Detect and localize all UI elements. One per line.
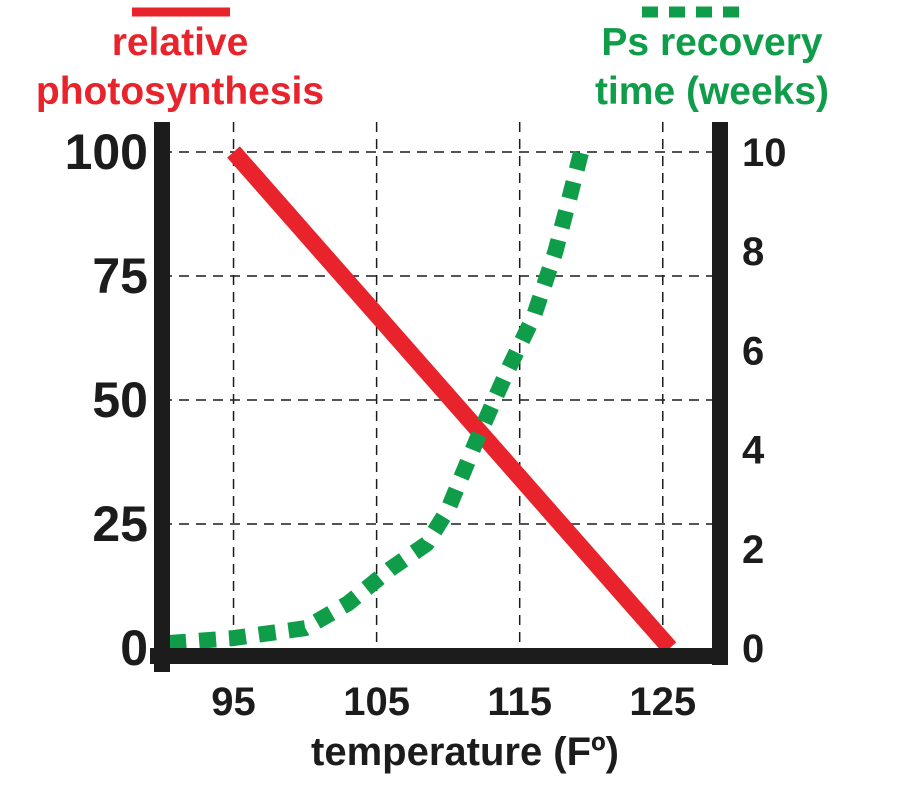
- y-right-tick-label: 2: [742, 528, 764, 572]
- x-tick-label: 95: [211, 680, 256, 724]
- legend-photosynthesis: relative photosynthesis: [36, 7, 324, 113]
- legend-label-photosynthesis-line1: relative: [112, 21, 249, 64]
- y-right-tick-label: 6: [742, 329, 764, 373]
- y-left-tick-label: 75: [92, 248, 148, 304]
- tick-labels: 0 25 50 75 100 0 2 4 6 8 10 95 105 115 125: [65, 124, 787, 724]
- x-tick-label: 125: [629, 680, 696, 724]
- legend-label-recovery-line2: time (weeks): [595, 70, 829, 113]
- y-left-tick-label: 100: [65, 124, 148, 180]
- series-line-recovery: [168, 150, 589, 651]
- axes: [150, 122, 728, 672]
- y-left-tick-label: 0: [120, 620, 148, 676]
- series-layer: [168, 146, 677, 654]
- x-tick-label: 105: [343, 680, 410, 724]
- series-line-photosynthesis: [227, 146, 677, 654]
- y-right-tick-label: 10: [742, 131, 787, 175]
- legend-label-photosynthesis-line2: photosynthesis: [36, 70, 324, 113]
- x-tick-label: 115: [487, 680, 552, 724]
- y-left-tick-label: 50: [92, 372, 148, 428]
- x-axis-label: temperature (Fº): [311, 730, 619, 774]
- legend-label-recovery-line1: Ps recovery: [601, 21, 822, 64]
- y-right-tick-label: 8: [742, 230, 764, 274]
- legend-recovery: Ps recovery time (weeks): [595, 6, 829, 113]
- y-left-tick-label: 25: [92, 496, 148, 552]
- y-right-tick-label: 4: [742, 429, 765, 473]
- y-right-tick-label: 0: [742, 627, 764, 671]
